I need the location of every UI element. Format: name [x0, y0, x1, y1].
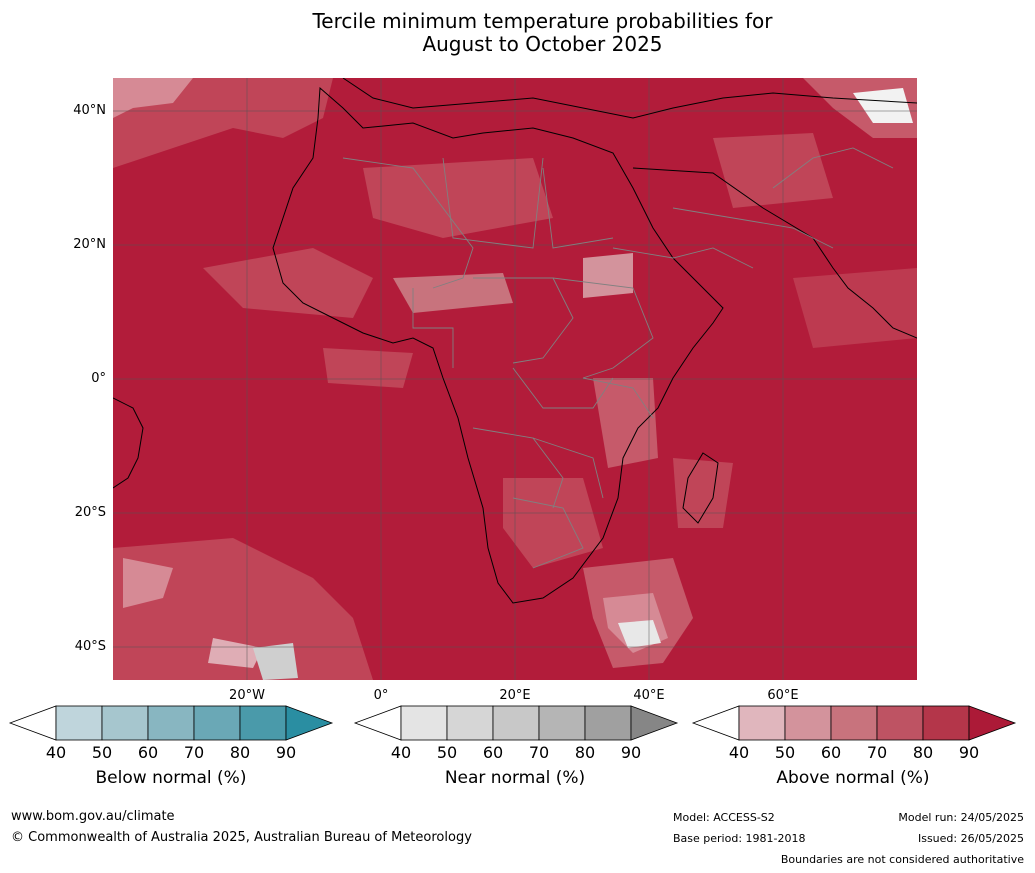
near-normal-swatch	[446, 705, 494, 741]
near-normal-swatch	[584, 705, 632, 741]
lon-label-60e: 60°E	[767, 688, 799, 703]
above-normal-colorbar	[691, 705, 1017, 741]
probability-patches	[113, 78, 917, 680]
above-normal-min-triangle	[691, 705, 740, 741]
near-normal-swatch	[492, 705, 540, 741]
model-text: Model: ACCESS-S2	[673, 811, 775, 824]
near-normal-tick: 80	[574, 743, 596, 762]
below-normal-tick: 60	[137, 743, 159, 762]
probability-map	[113, 78, 917, 680]
country-borders	[342, 147, 894, 569]
website-link[interactable]: www.bom.gov.au/climate	[11, 809, 175, 824]
above-normal-swatch	[830, 705, 878, 741]
above-normal-tick: 70	[866, 743, 888, 762]
lon-label-0: 0°	[373, 688, 389, 703]
above-normal-max-triangle	[968, 705, 1017, 741]
colorbars	[8, 705, 1017, 741]
near-normal-tick: 60	[482, 743, 504, 762]
below-normal-swatch	[101, 705, 149, 741]
below-normal-caption: Below normal (%)	[95, 768, 247, 788]
above-normal-tick: 60	[820, 743, 842, 762]
below-normal-tick: 80	[229, 743, 251, 762]
near-normal-tick: 70	[528, 743, 550, 762]
coastlines	[113, 78, 917, 604]
below-normal-tick: 90	[275, 743, 297, 762]
below-normal-tick: 40	[45, 743, 67, 762]
near-normal-tick: 40	[390, 743, 412, 762]
near-normal-max-triangle	[630, 705, 679, 741]
title-line-1: Tercile minimum temperature probabilitie…	[312, 9, 773, 33]
near-normal-colorbar	[353, 705, 679, 741]
above-normal-swatch	[784, 705, 832, 741]
above-normal-swatch	[922, 705, 970, 741]
below-normal-swatch	[239, 705, 287, 741]
above-normal-tick: 40	[728, 743, 750, 762]
near-normal-caption: Near normal (%)	[444, 768, 586, 788]
near-normal-swatch	[538, 705, 586, 741]
below-normal-max-triangle	[285, 705, 334, 741]
issued-text: Issued: 26/05/2025	[917, 832, 1024, 845]
lon-label-20e: 20°E	[499, 688, 531, 703]
lon-label-40e: 40°E	[633, 688, 665, 703]
near-normal-tick: 50	[436, 743, 458, 762]
below-normal-tick: 70	[183, 743, 205, 762]
lat-label-20n: 20°N	[73, 237, 106, 252]
near-normal-tick: 90	[620, 743, 642, 762]
copyright-text: © Commonwealth of Australia 2025, Austra…	[11, 830, 472, 845]
base-period-text: Base period: 1981-2018	[673, 832, 806, 845]
lat-label-0: 0°	[91, 371, 106, 386]
lat-label-40s: 40°S	[74, 639, 106, 654]
below-normal-swatch	[147, 705, 195, 741]
above-normal-tick: 80	[912, 743, 934, 762]
above-normal-tick: 90	[958, 743, 980, 762]
below-normal-swatch	[193, 705, 241, 741]
below-normal-swatch	[55, 705, 103, 741]
near-normal-swatch	[400, 705, 448, 741]
lat-label-40n: 40°N	[73, 103, 106, 118]
below-normal-colorbar	[8, 705, 334, 741]
near-normal-min-triangle	[353, 705, 402, 741]
chart-title: Tercile minimum temperature probabilitie…	[0, 10, 1035, 56]
lat-label-20s: 20°S	[74, 505, 106, 520]
model-run-text: Model run: 24/05/2025	[898, 811, 1024, 824]
above-normal-swatch	[876, 705, 924, 741]
below-normal-min-triangle	[8, 705, 57, 741]
graticule	[113, 78, 917, 680]
above-normal-swatch	[738, 705, 786, 741]
lon-label-20w: 20°W	[229, 688, 265, 703]
disclaimer-text: Boundaries are not considered authoritat…	[780, 853, 1024, 866]
title-line-2: August to October 2025	[422, 32, 663, 56]
above-normal-tick: 50	[774, 743, 796, 762]
below-normal-tick: 50	[91, 743, 113, 762]
map-svg	[113, 78, 917, 680]
above-normal-caption: Above normal (%)	[776, 768, 930, 788]
